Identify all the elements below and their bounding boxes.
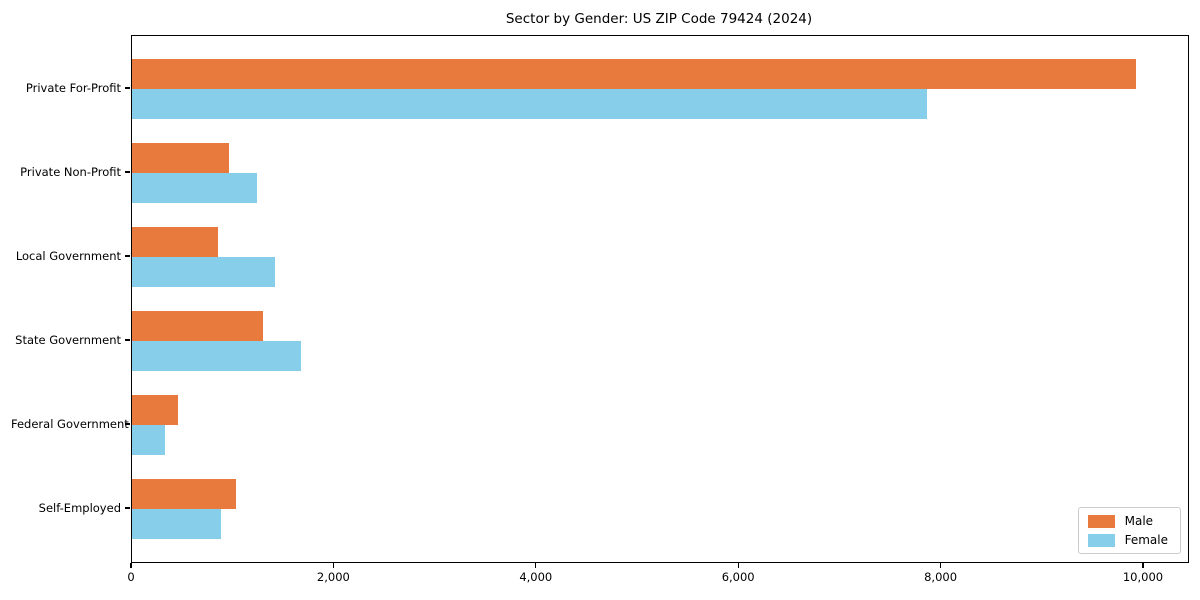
chart-title: Sector by Gender: US ZIP Code 79424 (202… [505,11,813,27]
x-tick-mark [332,563,334,568]
legend-swatch-male [1087,514,1115,528]
bar-female-private-non-profit [132,173,258,203]
x-tick-mark [737,563,739,568]
y-tick-label: Federal Government [11,417,129,431]
bar-male-self-employed [132,479,237,509]
bar-female-state-government [132,341,301,371]
y-tick-label: Local Government [15,249,121,263]
x-tick-mark [130,563,132,568]
legend-label: Male [1124,514,1154,528]
bar-female-self-employed [132,509,222,539]
legend-label: Female [1124,533,1168,547]
y-tick-mark [125,339,130,341]
x-tick-label: 10,000 [1122,570,1164,584]
x-tick-label: 0 [127,570,135,584]
legend-item-female: Female [1087,533,1168,547]
y-tick-label: Self-Employed [38,501,121,515]
x-tick-label: 4,000 [519,570,553,584]
legend-swatch-female [1087,533,1115,547]
bar-male-local-government [132,227,219,257]
x-tick-label: 8,000 [924,570,958,584]
y-tick-mark [125,423,130,425]
x-tick-mark [1142,563,1144,568]
bar-female-federal-government [132,425,166,455]
bar-male-state-government [132,311,263,341]
bar-male-private-non-profit [132,143,230,173]
y-tick-label: Private Non-Profit [20,165,121,179]
x-tick-mark [939,563,942,568]
plot-area: Male Female [131,35,1189,563]
y-tick-label: Private For-Profit [25,81,121,95]
y-tick-mark [125,255,130,257]
y-tick-mark [125,171,130,173]
legend-item-male: Male [1087,514,1168,528]
y-tick-mark [125,87,130,89]
x-tick-label: 2,000 [316,570,350,584]
legend: Male Female [1077,507,1181,554]
bar-female-local-government [132,257,275,287]
bar-male-federal-government [132,395,178,425]
y-tick-mark [125,507,130,509]
x-tick-label: 6,000 [721,570,755,584]
x-tick-mark [535,563,537,568]
y-tick-label: State Government [15,333,121,347]
bar-female-private-for-profit [132,89,928,119]
bar-male-private-for-profit [132,59,1136,89]
